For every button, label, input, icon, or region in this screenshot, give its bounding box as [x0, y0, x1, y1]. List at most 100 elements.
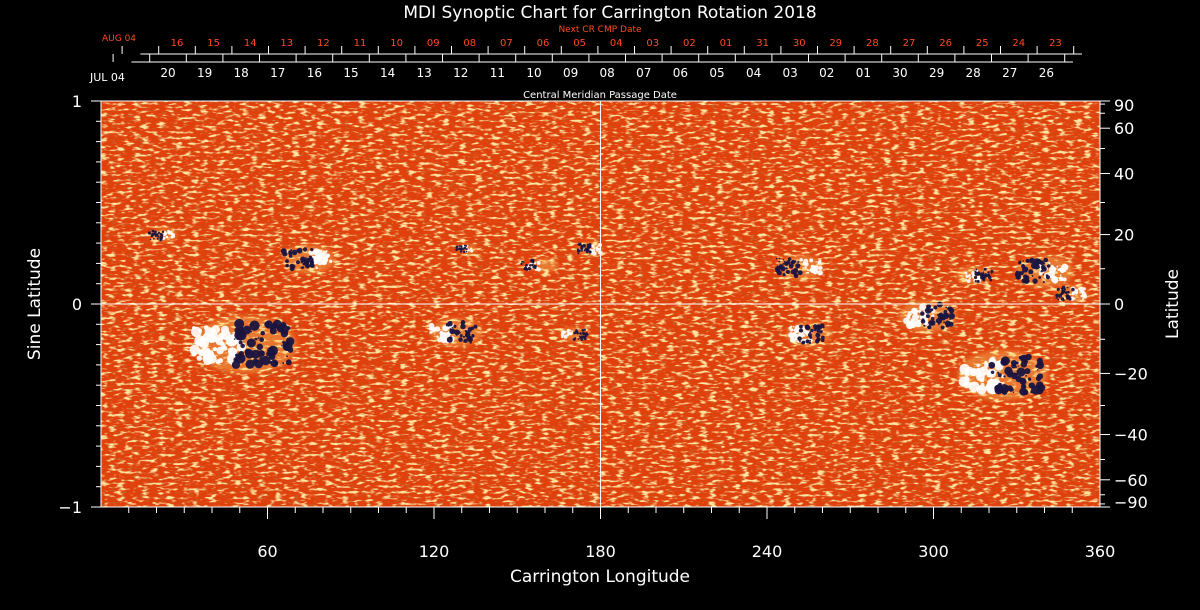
- y-right-tick-label: 90: [1114, 96, 1134, 115]
- positive-flux-spot: [907, 311, 912, 316]
- negative-flux-spot: [524, 265, 527, 268]
- positive-flux-spot: [444, 331, 451, 338]
- positive-flux-spot: [593, 247, 596, 250]
- negative-flux-spot: [451, 326, 453, 329]
- positive-flux-spot: [814, 272, 817, 275]
- positive-flux-spot: [1079, 291, 1081, 293]
- positive-flux-spot: [1083, 287, 1086, 291]
- negative-flux-spot: [238, 340, 243, 345]
- date-label: 11: [354, 38, 367, 49]
- negative-flux-spot: [980, 275, 984, 280]
- negative-flux-spot: [290, 248, 293, 251]
- y-axis-right: 90 60 40 20 0 −20 −40 −60 −90: [1100, 96, 1148, 512]
- negative-flux-spot: [949, 318, 951, 321]
- negative-flux-spot: [1025, 258, 1030, 263]
- x-tick-label: 120: [419, 542, 450, 561]
- negative-flux-spot: [260, 355, 271, 366]
- positive-flux-spot: [968, 273, 971, 277]
- negative-flux-spot: [460, 245, 463, 248]
- negative-flux-spot: [156, 233, 159, 236]
- x-tick-label: 180: [585, 542, 616, 561]
- positive-flux-spot: [973, 368, 981, 376]
- negative-flux-spot: [1058, 296, 1060, 299]
- negative-flux-spot: [987, 271, 990, 274]
- negative-flux-spot: [162, 233, 164, 235]
- positive-flux-spot: [914, 320, 922, 328]
- negative-flux-spot: [578, 337, 581, 339]
- negative-flux-spot: [1055, 297, 1057, 299]
- positive-flux-spot: [1051, 275, 1058, 283]
- negative-flux-spot: [799, 324, 803, 329]
- y-right-tick-label: 20: [1114, 226, 1134, 245]
- date-label: 10: [526, 66, 541, 80]
- positive-flux-spot: [206, 333, 217, 344]
- date-label: 14: [244, 38, 257, 49]
- negative-flux-spot: [282, 362, 285, 365]
- date-label: 14: [380, 66, 395, 80]
- negative-flux-spot: [457, 331, 461, 334]
- negative-flux-spot: [1038, 360, 1044, 366]
- negative-flux-spot: [242, 325, 252, 335]
- negative-flux-spot: [990, 272, 992, 275]
- negative-flux-spot: [1017, 365, 1019, 367]
- negative-flux-spot: [309, 260, 315, 265]
- negative-flux-spot: [586, 245, 590, 249]
- date-label: 19: [197, 66, 212, 80]
- y-right-tick-label: 0: [1114, 295, 1124, 314]
- negative-flux-spot: [983, 267, 987, 271]
- negative-flux-spot: [290, 264, 296, 270]
- negative-flux-spot: [820, 335, 825, 340]
- positive-flux-spot: [571, 330, 573, 332]
- date-label: 25: [976, 38, 989, 49]
- negative-flux-spot: [458, 245, 461, 247]
- date-label: 16: [171, 38, 184, 49]
- positive-flux-spot: [322, 259, 328, 264]
- negative-flux-spot: [528, 264, 532, 267]
- date-label: 07: [636, 66, 651, 80]
- negative-flux-spot: [578, 242, 582, 247]
- positive-flux-spot: [801, 335, 804, 338]
- negative-flux-spot: [245, 359, 255, 369]
- date-label: 29: [929, 66, 944, 80]
- negative-flux-spot: [574, 330, 579, 334]
- positive-flux-spot: [912, 313, 919, 321]
- negative-flux-spot: [816, 326, 820, 330]
- negative-flux-spot: [940, 325, 945, 330]
- positive-flux-spot: [977, 378, 979, 381]
- date-label: 27: [903, 38, 916, 49]
- positive-flux-spot: [191, 326, 202, 338]
- negative-flux-spot: [460, 247, 463, 250]
- negative-flux-spot: [1011, 363, 1017, 369]
- negative-flux-spot: [927, 325, 932, 330]
- negative-flux-spot: [943, 309, 948, 314]
- negative-flux-spot: [797, 261, 800, 264]
- positive-flux-spot: [530, 266, 533, 269]
- positive-flux-spot: [431, 326, 435, 331]
- positive-flux-spot: [196, 355, 203, 361]
- negative-flux-spot: [805, 339, 810, 344]
- positive-flux-spot: [328, 259, 333, 264]
- negative-flux-spot: [1017, 277, 1020, 280]
- negative-flux-spot: [815, 332, 821, 338]
- positive-flux-spot: [442, 325, 447, 330]
- positive-flux-spot: [1082, 294, 1088, 299]
- positive-flux-spot: [910, 318, 914, 322]
- negative-flux-spot: [1056, 297, 1058, 299]
- negative-flux-spot: [783, 261, 786, 263]
- date-label: 28: [966, 66, 981, 80]
- negative-flux-spot: [1041, 266, 1047, 272]
- negative-flux-spot: [465, 250, 468, 253]
- positive-flux-spot: [191, 351, 197, 357]
- negative-flux-spot: [159, 232, 163, 236]
- date-label: 01: [856, 66, 871, 80]
- negative-flux-spot: [581, 249, 583, 252]
- negative-flux-spot: [459, 334, 463, 338]
- positive-flux-spot: [212, 329, 216, 333]
- negative-flux-spot: [235, 353, 239, 357]
- negative-flux-spot: [776, 271, 779, 274]
- negative-flux-spot: [974, 271, 979, 276]
- positive-flux-spot: [1071, 291, 1075, 296]
- negative-flux-spot: [1031, 274, 1034, 277]
- negative-flux-spot: [797, 270, 803, 276]
